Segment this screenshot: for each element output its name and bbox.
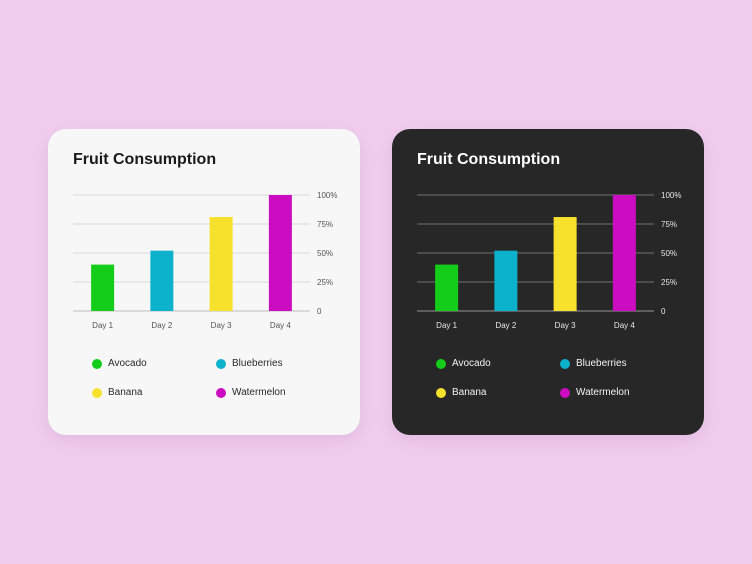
legend-label: Watermelon bbox=[232, 387, 286, 398]
legend-swatch-icon bbox=[560, 358, 570, 369]
x-tick-label: Day 3 bbox=[211, 321, 232, 330]
chart-legend: Avocado Blueberries Banana Watermelon bbox=[92, 356, 342, 400]
x-tick-label: Day 3 bbox=[555, 321, 576, 330]
bar-chart: 100% 75% 50% 25% 0 Day 1 Day 2 Day 3 Day 4 bbox=[417, 191, 681, 330]
y-tick-label: 50% bbox=[661, 249, 677, 258]
legend-swatch-icon bbox=[436, 387, 446, 398]
legend-label: Banana bbox=[108, 387, 143, 398]
y-tick-label: 25% bbox=[661, 278, 677, 287]
legend-swatch-icon bbox=[560, 387, 570, 398]
y-tick-label: 75% bbox=[661, 220, 677, 229]
legend-label: Avocado bbox=[108, 358, 147, 369]
x-tick-label: Day 2 bbox=[495, 321, 516, 330]
bar-chart: 100% 75% 50% 25% 0 Day 1 Day 2 Day 3 Day 4 bbox=[73, 191, 337, 330]
legend-swatch-icon bbox=[92, 387, 102, 398]
legend-swatch-icon bbox=[436, 358, 446, 369]
y-tick-label: 75% bbox=[317, 220, 333, 229]
y-tick-label: 100% bbox=[661, 191, 681, 200]
legend-item-avocado: Avocado bbox=[92, 356, 216, 371]
legend-label: Avocado bbox=[452, 358, 491, 369]
legend-label: Blueberries bbox=[576, 358, 627, 369]
chart-card-light: Fruit Consumption 100% 75% 50% 25% 0 Day 1 Day… bbox=[48, 129, 360, 435]
bar bbox=[150, 250, 174, 311]
y-tick-label: 25% bbox=[317, 278, 333, 287]
y-tick-label: 50% bbox=[317, 249, 333, 258]
legend-label: Banana bbox=[452, 387, 487, 398]
y-tick-label: 100% bbox=[317, 191, 337, 200]
bar bbox=[612, 195, 636, 311]
bar bbox=[91, 264, 115, 311]
y-tick-label: 0 bbox=[661, 307, 666, 316]
chart-legend: Avocado Blueberries Banana Watermelon bbox=[436, 356, 686, 400]
legend-item-avocado: Avocado bbox=[436, 356, 560, 371]
legend-item-banana: Banana bbox=[436, 385, 560, 400]
legend-label: Blueberries bbox=[232, 358, 283, 369]
legend-item-blueberries: Blueberries bbox=[216, 356, 340, 371]
x-tick-label: Day 1 bbox=[92, 321, 113, 330]
bar bbox=[268, 195, 292, 311]
bar bbox=[209, 217, 233, 311]
legend-item-watermelon: Watermelon bbox=[560, 385, 684, 400]
bar bbox=[494, 250, 518, 311]
legend-item-blueberries: Blueberries bbox=[560, 356, 684, 371]
x-tick-label: Day 2 bbox=[151, 321, 172, 330]
legend-label: Watermelon bbox=[576, 387, 630, 398]
legend-swatch-icon bbox=[216, 358, 226, 369]
legend-item-banana: Banana bbox=[92, 385, 216, 400]
y-tick-label: 0 bbox=[317, 307, 322, 316]
chart-title: Fruit Consumption bbox=[417, 151, 561, 168]
x-tick-label: Day 4 bbox=[270, 321, 291, 330]
x-tick-label: Day 1 bbox=[436, 321, 457, 330]
legend-item-watermelon: Watermelon bbox=[216, 385, 340, 400]
chart-card-dark: Fruit Consumption 100% 75% 50% 25% 0 Day 1 Day… bbox=[392, 129, 704, 435]
bar bbox=[435, 264, 459, 311]
chart-title: Fruit Consumption bbox=[73, 151, 217, 168]
x-tick-label: Day 4 bbox=[614, 321, 635, 330]
legend-swatch-icon bbox=[92, 358, 102, 369]
legend-swatch-icon bbox=[216, 387, 226, 398]
bar bbox=[553, 217, 577, 311]
